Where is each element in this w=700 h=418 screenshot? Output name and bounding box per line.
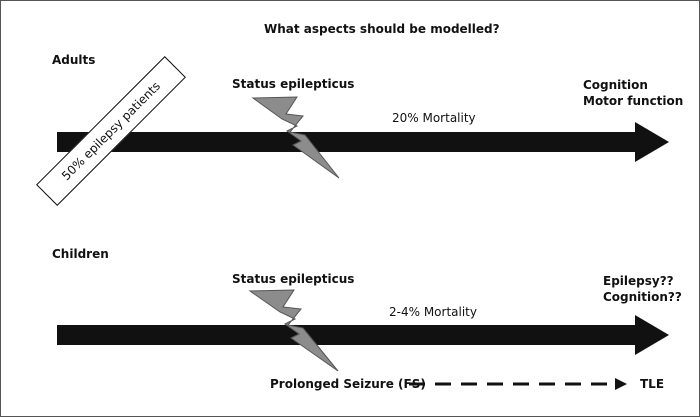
children-arrow	[57, 315, 669, 355]
children-outcomes: Epilepsy?? Cognition??	[603, 273, 682, 305]
adults-lightning-icon	[251, 96, 340, 179]
adults-outcome-2: Motor function	[583, 94, 684, 108]
children-event-label: Status epilepticus	[232, 272, 355, 286]
children-outcome-2: Cognition??	[603, 290, 682, 304]
tle-label: TLE	[640, 377, 665, 391]
diagram-title: What aspects should be modelled?	[264, 22, 500, 36]
adults-label: Adults	[52, 53, 96, 67]
adults-event-label: Status epilepticus	[232, 77, 355, 91]
children-outcome-1: Epilepsy??	[603, 274, 674, 288]
adults-arrow	[57, 122, 669, 162]
children-label: Children	[52, 247, 109, 261]
adults-mortality-label: 20% Mortality	[392, 111, 476, 125]
children-mortality-label: 2-4% Mortality	[389, 305, 477, 319]
adults-outcome-1: Cognition	[583, 78, 648, 92]
adults-outcomes: Cognition Motor function	[583, 77, 683, 109]
children-lightning-icon	[248, 289, 339, 372]
prolonged-seizure-label: Prolonged Seizure (FS)	[270, 377, 426, 391]
fs-to-tle-dashed-arrow	[409, 378, 627, 390]
